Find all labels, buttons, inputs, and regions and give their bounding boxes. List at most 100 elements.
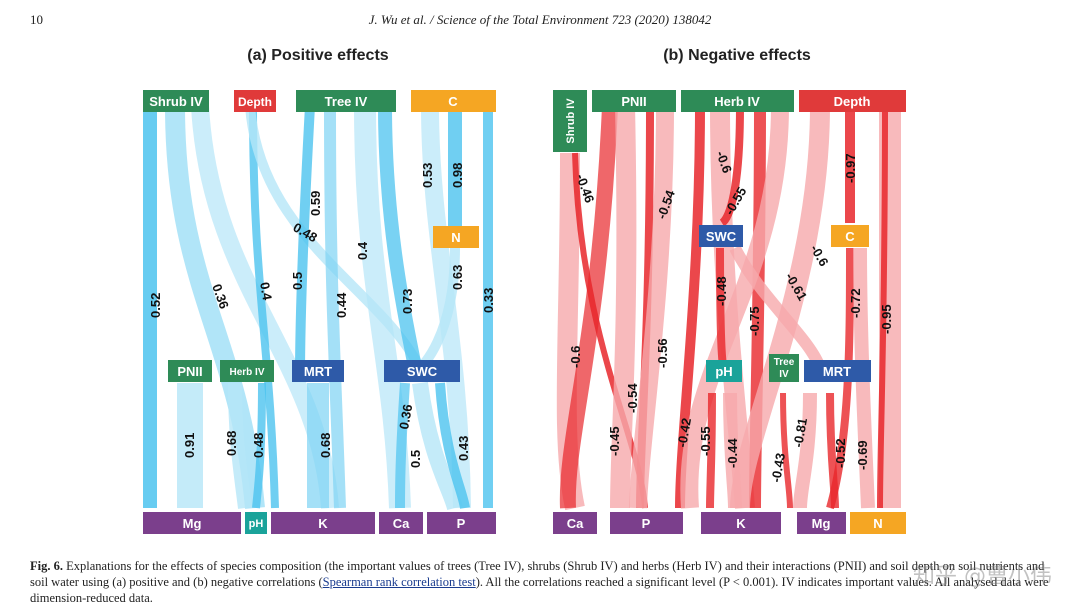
corr-label: 0.33 bbox=[481, 288, 496, 313]
node-pnii-label: PNII bbox=[177, 364, 202, 379]
node-c-label: C bbox=[448, 94, 458, 109]
node-depth-label: Depth bbox=[238, 95, 272, 109]
node-mrt-label: MRT bbox=[823, 364, 851, 379]
corr-label: 0.68 bbox=[318, 433, 333, 458]
panel-a-correlations: 0.52 0.36 0.4 0.59 0.48 0.5 0.44 0.4 0.7… bbox=[148, 163, 496, 468]
corr-label: 0.63 bbox=[450, 265, 465, 290]
node-herb-iv bbox=[681, 90, 794, 112]
node-n bbox=[433, 226, 479, 248]
corr-label: -0.45 bbox=[607, 426, 622, 456]
node-tree-iv bbox=[296, 90, 396, 112]
node-ph bbox=[245, 512, 267, 534]
node-swc-label: SWC bbox=[706, 229, 737, 244]
corr-label: 0.68 bbox=[224, 431, 239, 456]
node-n-label: N bbox=[873, 516, 882, 531]
figure-label: Fig. 6. bbox=[30, 559, 63, 573]
corr-label: -0.55 bbox=[698, 426, 713, 456]
link bbox=[412, 381, 463, 511]
page-header: 10 J. Wu et al. / Science of the Total E… bbox=[0, 10, 1080, 30]
link bbox=[680, 105, 789, 509]
spearman-link[interactable]: Spearman rank correlation test bbox=[322, 575, 476, 589]
corr-label: -0.43 bbox=[768, 452, 788, 484]
corr-label: 0.5 bbox=[290, 272, 305, 290]
node-p bbox=[427, 512, 496, 534]
node-ca-label: Ca bbox=[393, 516, 410, 531]
link bbox=[435, 382, 470, 509]
node-herb-iv-label: Herb IV bbox=[714, 94, 760, 109]
node-c-label: C bbox=[845, 229, 855, 244]
corr-label: 0.4 bbox=[257, 281, 275, 302]
link bbox=[378, 105, 422, 370]
node-shrub-iv bbox=[553, 90, 587, 152]
node-mrt-label: MRT bbox=[304, 364, 332, 379]
panel-a-title: (a) Positive effects bbox=[247, 47, 388, 64]
corr-label: -0.6 bbox=[713, 149, 735, 175]
corr-label: 0.4 bbox=[355, 241, 370, 260]
node-ph-label: pH bbox=[715, 364, 732, 379]
page-number: 10 bbox=[30, 12, 43, 27]
corr-label: 0.43 bbox=[456, 436, 471, 461]
link bbox=[324, 105, 346, 509]
panel-b-nodes: Shrub IV PNII Herb IV Depth SWC C pH Tre… bbox=[553, 90, 906, 534]
node-tree-iv-label: Tree IV bbox=[325, 94, 368, 109]
link bbox=[780, 392, 793, 509]
corr-label: 0.5 bbox=[408, 450, 423, 468]
corr-label: 0.44 bbox=[334, 292, 349, 318]
node-k-label: K bbox=[318, 516, 328, 531]
node-tree-iv bbox=[769, 354, 799, 382]
corr-label: 0.98 bbox=[450, 163, 465, 188]
node-ca-label: Ca bbox=[567, 516, 584, 531]
node-depth bbox=[799, 90, 906, 112]
node-shrub-iv bbox=[143, 90, 209, 112]
caption-text-1: Explanations for the effects of species … bbox=[30, 559, 1045, 589]
watermark: 知乎 @曹小伟 bbox=[913, 564, 1052, 589]
node-p bbox=[610, 512, 683, 534]
node-shrub-iv-label: Shrub IV bbox=[565, 98, 577, 144]
node-mrt bbox=[804, 360, 871, 382]
corr-label: -0.6 bbox=[568, 346, 583, 368]
node-ca bbox=[553, 512, 597, 534]
corr-label: -0.52 bbox=[833, 438, 848, 468]
corr-label: -0.56 bbox=[655, 338, 670, 368]
node-pnii bbox=[592, 90, 676, 112]
sankey-figure: (a) Positive effects Shrub IV Depth Tree… bbox=[143, 47, 906, 534]
node-k-label: K bbox=[736, 516, 746, 531]
link bbox=[729, 245, 826, 371]
corr-label: -0.44 bbox=[725, 438, 740, 468]
link bbox=[629, 105, 674, 509]
corr-label: 0.91 bbox=[182, 433, 197, 458]
node-depth bbox=[234, 90, 276, 112]
node-c bbox=[831, 225, 869, 247]
corr-label: -0.81 bbox=[790, 417, 810, 449]
node-pnii bbox=[168, 360, 212, 382]
node-herb-iv bbox=[220, 360, 274, 382]
node-ph-label: pH bbox=[249, 518, 264, 530]
link bbox=[749, 105, 766, 509]
corr-label: -0.72 bbox=[848, 288, 863, 318]
link bbox=[723, 392, 742, 509]
node-c bbox=[411, 90, 496, 112]
corr-label: -0.54 bbox=[625, 383, 640, 413]
node-mg-label: Mg bbox=[183, 516, 202, 531]
node-mg bbox=[797, 512, 846, 534]
link bbox=[793, 392, 817, 509]
link bbox=[249, 105, 279, 509]
panel-b-links bbox=[556, 105, 901, 511]
link bbox=[559, 105, 618, 509]
node-k bbox=[271, 512, 375, 534]
corr-label: 0.59 bbox=[308, 191, 323, 216]
link bbox=[165, 105, 265, 509]
link bbox=[245, 105, 425, 371]
node-p-label: P bbox=[642, 516, 651, 531]
link bbox=[610, 105, 637, 509]
corr-label: -0.42 bbox=[674, 417, 694, 449]
link bbox=[252, 382, 266, 509]
link bbox=[719, 105, 744, 227]
corr-label: 0.53 bbox=[420, 163, 435, 188]
figure-caption: Fig. 6. Explanations for the effects of … bbox=[30, 558, 1050, 606]
link bbox=[421, 105, 471, 509]
node-mg bbox=[143, 512, 241, 534]
node-swc-label: SWC bbox=[407, 364, 438, 379]
corr-label: -0.75 bbox=[747, 306, 762, 336]
node-p-label: P bbox=[457, 516, 466, 531]
